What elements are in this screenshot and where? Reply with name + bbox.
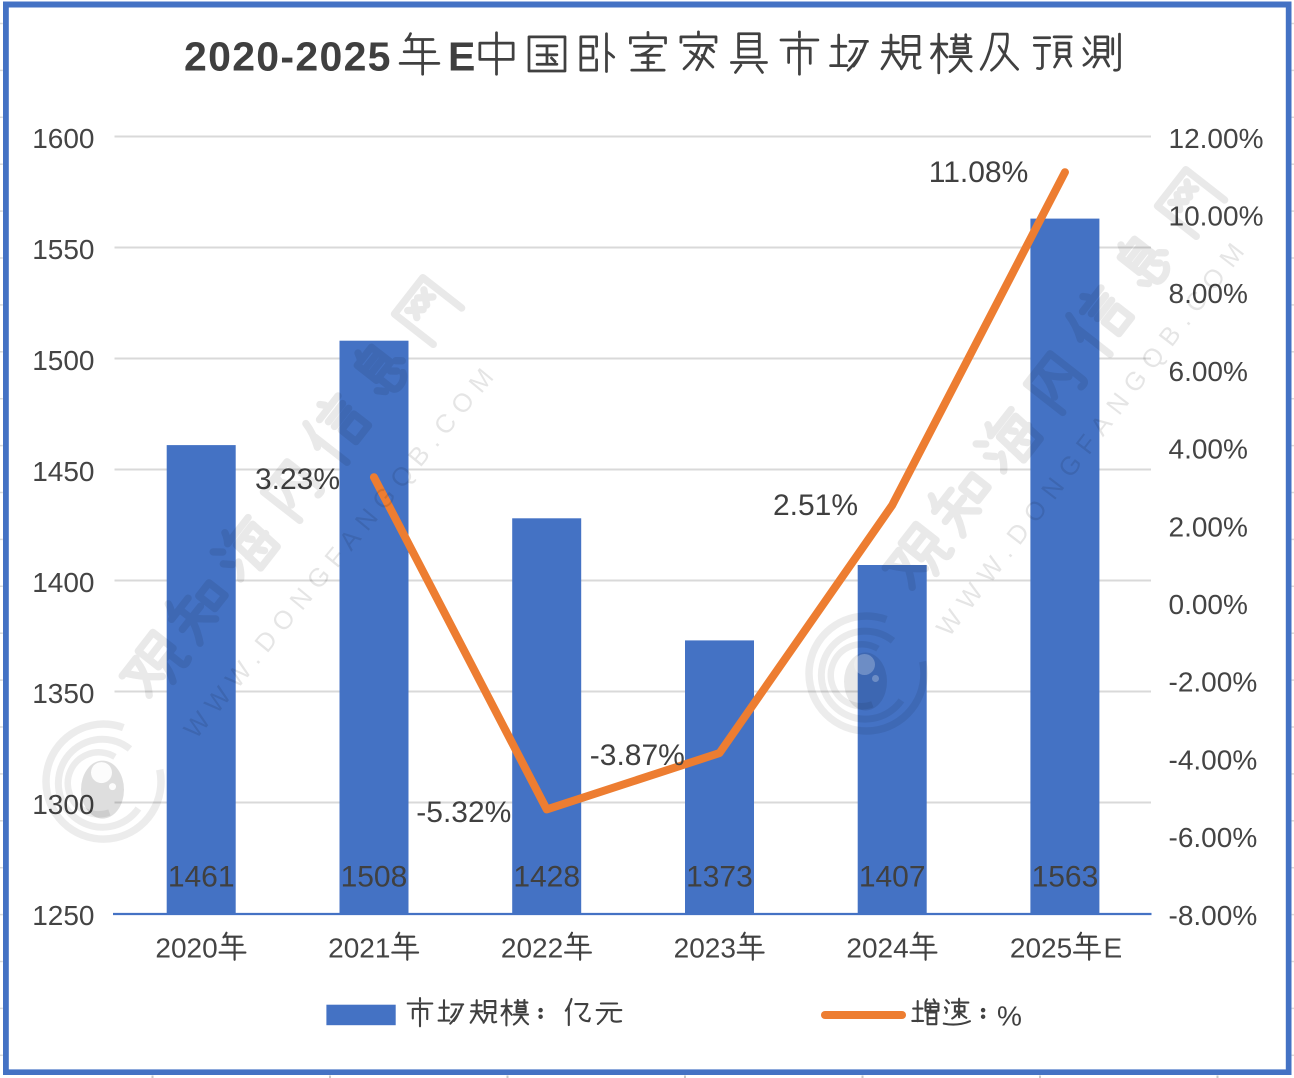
svg-text:11.08%: 11.08% — [929, 156, 1029, 189]
svg-text:-2.00%: -2.00% — [1169, 667, 1258, 698]
svg-text:-6.00%: -6.00% — [1169, 822, 1258, 853]
svg-text:2025: 2025 — [1010, 933, 1072, 964]
svg-text:6.00%: 6.00% — [1169, 356, 1248, 387]
svg-text:2020: 2020 — [155, 933, 217, 964]
svg-text:-4.00%: -4.00% — [1169, 744, 1258, 775]
svg-text:2021: 2021 — [328, 933, 390, 964]
svg-text:1550: 1550 — [32, 234, 94, 265]
svg-text:1350: 1350 — [32, 678, 94, 709]
svg-text:2.00%: 2.00% — [1169, 511, 1248, 542]
svg-text:-5.32%: -5.32% — [416, 796, 511, 829]
svg-text:-8.00%: -8.00% — [1169, 900, 1258, 931]
svg-text:E: E — [448, 34, 475, 80]
svg-text:2022: 2022 — [501, 933, 563, 964]
svg-text:2.51%: 2.51% — [773, 489, 858, 522]
svg-text:1373: 1373 — [686, 860, 753, 893]
svg-text:1250: 1250 — [32, 900, 94, 931]
svg-text:1428: 1428 — [513, 860, 580, 893]
svg-text:1400: 1400 — [32, 567, 94, 598]
svg-text:1500: 1500 — [32, 345, 94, 376]
svg-text:4.00%: 4.00% — [1169, 434, 1248, 465]
svg-text:1508: 1508 — [341, 860, 408, 893]
svg-text:1600: 1600 — [32, 123, 94, 154]
svg-text:2024: 2024 — [846, 933, 908, 964]
svg-text:8.00%: 8.00% — [1169, 278, 1248, 309]
svg-text:12.00%: 12.00% — [1169, 123, 1264, 154]
svg-text:0.00%: 0.00% — [1169, 589, 1248, 620]
svg-text:-3.87%: -3.87% — [590, 739, 685, 772]
svg-text:1563: 1563 — [1032, 860, 1099, 893]
svg-text:2023: 2023 — [674, 933, 736, 964]
svg-text:1407: 1407 — [859, 860, 926, 893]
svg-text:1450: 1450 — [32, 456, 94, 487]
svg-text:1461: 1461 — [168, 860, 235, 893]
svg-text:%: % — [997, 1000, 1022, 1031]
svg-text:E: E — [1104, 933, 1123, 964]
svg-text:2020-2025: 2020-2025 — [184, 34, 392, 80]
